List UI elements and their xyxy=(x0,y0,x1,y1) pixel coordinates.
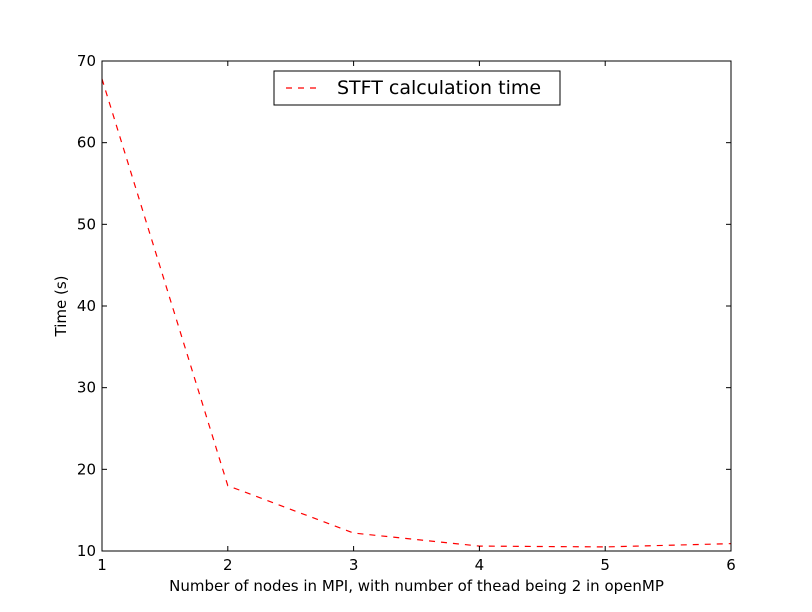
y-tick-label: 50 xyxy=(77,215,96,233)
x-tick-label: 4 xyxy=(475,556,485,574)
x-tick-label: 5 xyxy=(600,556,610,574)
legend-label: STFT calculation time xyxy=(337,77,541,99)
y-tick-label: 40 xyxy=(77,297,96,315)
x-tick-label: 2 xyxy=(223,556,233,574)
y-tick-label: 70 xyxy=(77,52,96,70)
y-axis-label: Time (s) xyxy=(52,276,70,338)
y-tick-label: 60 xyxy=(77,134,96,152)
x-tick-label: 6 xyxy=(726,556,736,574)
x-tick-label: 1 xyxy=(97,556,107,574)
legend-box xyxy=(273,70,561,106)
y-tick-label: 30 xyxy=(77,379,96,397)
plot-layer xyxy=(101,78,732,548)
y-tick-label: 10 xyxy=(77,542,96,560)
series-line xyxy=(101,78,732,548)
y-tick-label: 20 xyxy=(77,460,96,478)
legend: STFT calculation time xyxy=(273,70,561,106)
ticks-layer: 1 2 3 4 5 6 10 20 30 40 50 60 70 xyxy=(77,52,736,574)
x-axis-label: Number of nodes in MPI, with number of t… xyxy=(169,577,664,595)
x-tick-label: 3 xyxy=(349,556,359,574)
